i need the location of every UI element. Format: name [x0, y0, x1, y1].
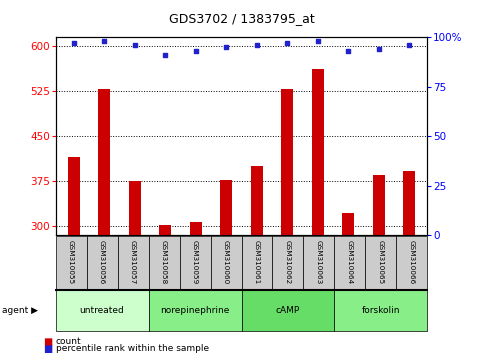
Text: GSM310055: GSM310055 [68, 240, 74, 285]
Text: untreated: untreated [80, 306, 125, 315]
Text: count: count [56, 337, 81, 346]
Text: agent ▶: agent ▶ [2, 306, 39, 315]
Bar [190, 222, 202, 235]
Bar [342, 213, 355, 235]
Point [70, 40, 78, 46]
Bar [98, 90, 111, 235]
Bar [159, 225, 171, 235]
Point [375, 46, 383, 52]
Text: GSM310057: GSM310057 [130, 240, 136, 285]
Text: GSM310065: GSM310065 [378, 240, 384, 285]
Bar [251, 166, 263, 235]
Point [314, 38, 322, 44]
Text: cAMP: cAMP [276, 306, 300, 315]
Text: GSM310066: GSM310066 [409, 240, 415, 285]
Point [222, 44, 230, 50]
Text: norepinephrine: norepinephrine [160, 306, 230, 315]
Text: GSM310058: GSM310058 [161, 240, 167, 285]
Text: percentile rank within the sample: percentile rank within the sample [56, 344, 209, 353]
Point [344, 48, 352, 54]
Text: forskolin: forskolin [362, 306, 400, 315]
Text: GSM310064: GSM310064 [347, 240, 353, 285]
Text: GSM310063: GSM310063 [316, 240, 322, 285]
Text: GDS3702 / 1383795_at: GDS3702 / 1383795_at [169, 12, 314, 25]
Bar [281, 90, 293, 235]
Text: GSM310062: GSM310062 [285, 240, 291, 285]
Bar [312, 69, 324, 235]
Text: ■: ■ [43, 337, 53, 347]
Point [192, 48, 199, 54]
Point [284, 40, 291, 46]
Text: ■: ■ [43, 344, 53, 354]
Text: GSM310061: GSM310061 [254, 240, 260, 285]
Bar [128, 181, 141, 235]
Point [405, 42, 413, 48]
Point [100, 38, 108, 44]
Point [253, 42, 261, 48]
Point [131, 42, 139, 48]
Bar [68, 157, 80, 235]
Bar [220, 179, 232, 235]
Bar [372, 175, 385, 235]
Point [161, 52, 169, 58]
Text: GSM310056: GSM310056 [99, 240, 105, 285]
Bar [403, 171, 415, 235]
Text: GSM310060: GSM310060 [223, 240, 229, 285]
Text: GSM310059: GSM310059 [192, 240, 198, 285]
